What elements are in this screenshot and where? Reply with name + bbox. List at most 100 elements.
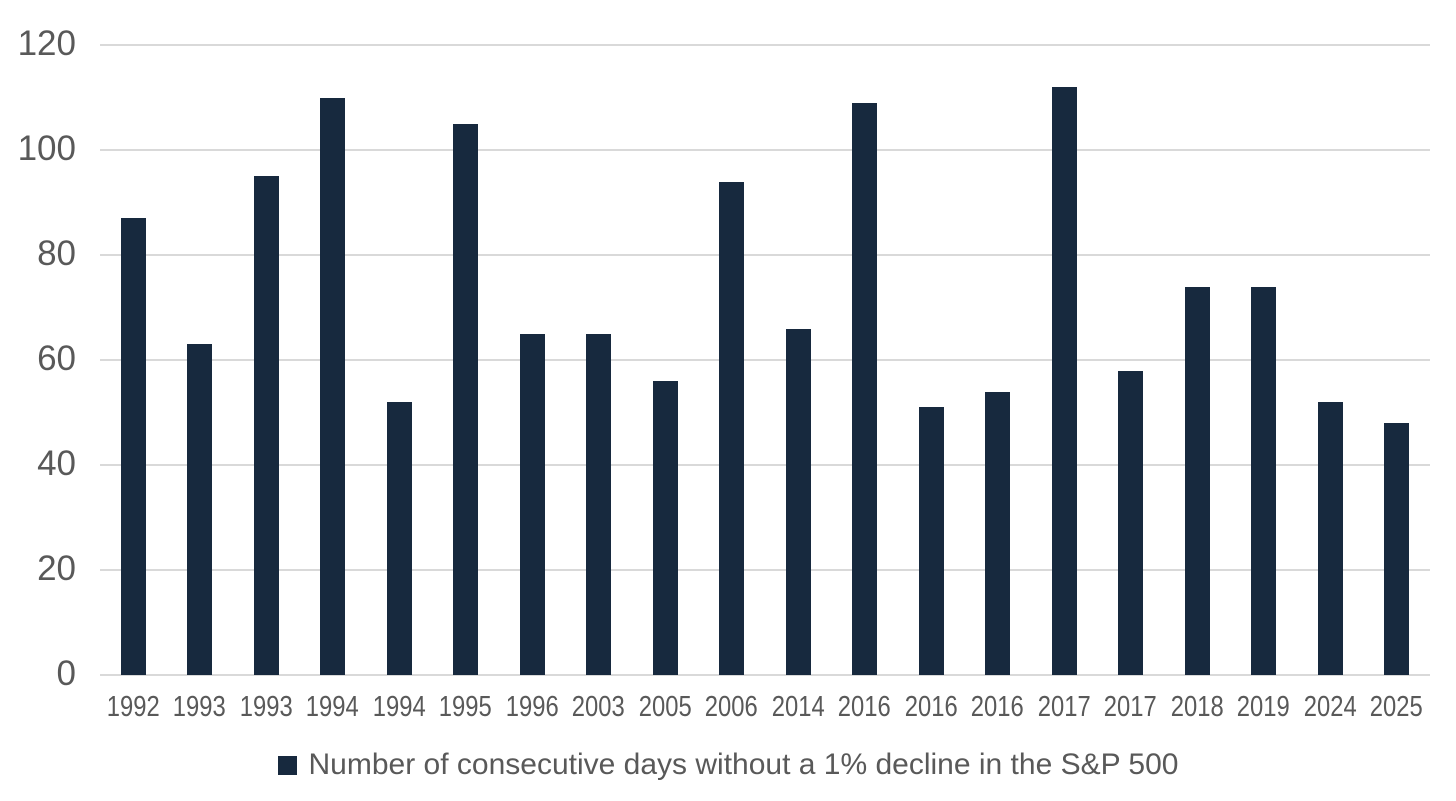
gridline-80 xyxy=(100,254,1430,256)
x-tick-text-9: 2006 xyxy=(705,691,759,723)
x-tick-text-1: 1993 xyxy=(173,691,227,723)
x-tick-text-10: 2014 xyxy=(771,691,825,723)
bar-slot-5 xyxy=(433,45,500,675)
y-tick-label-100: 100 xyxy=(17,129,76,169)
bar-slot-14 xyxy=(1031,45,1098,675)
x-tick-label-16: 2018 xyxy=(1164,691,1231,724)
x-tick-text-17: 2019 xyxy=(1237,691,1291,723)
bar-slot-9 xyxy=(699,45,766,675)
x-tick-label-10: 2014 xyxy=(765,691,832,724)
bar-slot-12 xyxy=(898,45,965,675)
bar-1992-0 xyxy=(120,218,146,675)
bar-2017-15 xyxy=(1118,370,1144,675)
gridline-40 xyxy=(100,464,1430,466)
bar-2019-17 xyxy=(1251,286,1277,675)
x-tick-text-4: 1994 xyxy=(372,691,426,723)
bar-2017-14 xyxy=(1051,87,1077,675)
bar-slot-10 xyxy=(765,45,832,675)
x-tick-label-1: 1993 xyxy=(167,691,234,724)
bar-1993-1 xyxy=(187,344,213,675)
bar-1994-3 xyxy=(320,97,346,675)
bar-2003-7 xyxy=(586,333,612,675)
x-tick-text-11: 2016 xyxy=(838,691,892,723)
y-tick-label-40: 40 xyxy=(37,444,76,484)
y-tick-label-120: 120 xyxy=(17,24,76,64)
x-tick-label-6: 1996 xyxy=(499,691,566,724)
gridlines xyxy=(100,44,1430,676)
x-tick-label-5: 1995 xyxy=(433,691,500,724)
x-tick-text-18: 2024 xyxy=(1303,691,1357,723)
legend-label: Number of consecutive days without a 1% … xyxy=(308,748,1179,781)
legend-marker-swatch xyxy=(277,755,297,775)
gridline-120 xyxy=(100,44,1430,46)
y-tick-label-60: 60 xyxy=(37,339,76,379)
gridline-60 xyxy=(100,359,1430,361)
x-tick-label-19: 2025 xyxy=(1364,691,1431,724)
bar-slot-18 xyxy=(1297,45,1364,675)
bar-slot-17 xyxy=(1231,45,1298,675)
bar-2025-19 xyxy=(1384,423,1410,675)
bar-1995-5 xyxy=(453,123,479,675)
bar-2006-9 xyxy=(719,181,745,675)
x-tick-text-0: 1992 xyxy=(106,691,160,723)
y-tick-label-20: 20 xyxy=(37,549,76,589)
bar-slot-2 xyxy=(233,45,300,675)
bar-slot-7 xyxy=(566,45,633,675)
x-tick-label-15: 2017 xyxy=(1098,691,1165,724)
x-tick-text-16: 2018 xyxy=(1170,691,1224,723)
gridline-20 xyxy=(100,569,1430,571)
x-tick-label-8: 2005 xyxy=(632,691,699,724)
bar-slot-1 xyxy=(167,45,234,675)
bar-2016-13 xyxy=(985,391,1011,675)
bar-2016-11 xyxy=(852,102,878,675)
x-tick-label-13: 2016 xyxy=(965,691,1032,724)
bar-1994-4 xyxy=(386,402,412,675)
bar-2016-12 xyxy=(918,407,944,675)
x-tick-label-3: 1994 xyxy=(300,691,367,724)
x-tick-label-9: 2006 xyxy=(699,691,766,724)
bars xyxy=(100,45,1430,675)
x-tick-label-11: 2016 xyxy=(832,691,899,724)
x-tick-text-13: 2016 xyxy=(971,691,1025,723)
bar-2014-10 xyxy=(785,328,811,675)
x-tick-label-17: 2019 xyxy=(1231,691,1298,724)
bar-slot-11 xyxy=(832,45,899,675)
x-axis: 1992 1993 1993 1994 1994 1995 1996 2003 2005 2006… xyxy=(100,691,1430,724)
bar-2005-8 xyxy=(652,381,678,675)
bar-1996-6 xyxy=(519,333,545,675)
bar-slot-4 xyxy=(366,45,433,675)
x-tick-label-14: 2017 xyxy=(1031,691,1098,724)
x-tick-text-2: 1993 xyxy=(239,691,293,723)
x-tick-text-6: 1996 xyxy=(505,691,559,723)
x-tick-text-3: 1994 xyxy=(306,691,360,723)
bar-2024-18 xyxy=(1317,402,1343,675)
bar-slot-15 xyxy=(1098,45,1165,675)
x-tick-text-5: 1995 xyxy=(439,691,493,723)
plot-area xyxy=(100,44,1430,676)
bar-slot-8 xyxy=(632,45,699,675)
y-tick-label-80: 80 xyxy=(37,234,76,274)
x-tick-text-12: 2016 xyxy=(904,691,958,723)
bar-slot-6 xyxy=(499,45,566,675)
gridline-100 xyxy=(100,149,1430,151)
x-tick-text-8: 2005 xyxy=(638,691,692,723)
y-axis: 0 20 40 60 80 100 120 xyxy=(0,24,76,693)
legend: Number of consecutive days without a 1% … xyxy=(0,748,1456,782)
bar-1993-2 xyxy=(253,176,279,675)
x-tick-label-12: 2016 xyxy=(898,691,965,724)
y-tick-label-0: 0 xyxy=(56,654,76,694)
x-tick-text-14: 2017 xyxy=(1037,691,1091,723)
x-tick-label-7: 2003 xyxy=(566,691,633,724)
bar-2018-16 xyxy=(1184,286,1210,675)
x-tick-label-0: 1992 xyxy=(100,691,167,724)
bar-slot-3 xyxy=(300,45,367,675)
x-tick-text-19: 2025 xyxy=(1370,691,1424,723)
x-tick-label-2: 1993 xyxy=(233,691,300,724)
x-tick-label-4: 1994 xyxy=(366,691,433,724)
x-tick-text-15: 2017 xyxy=(1104,691,1158,723)
bar-slot-19 xyxy=(1364,45,1431,675)
x-tick-label-18: 2024 xyxy=(1297,691,1364,724)
gridline-0 xyxy=(100,674,1430,676)
bar-slot-16 xyxy=(1164,45,1231,675)
